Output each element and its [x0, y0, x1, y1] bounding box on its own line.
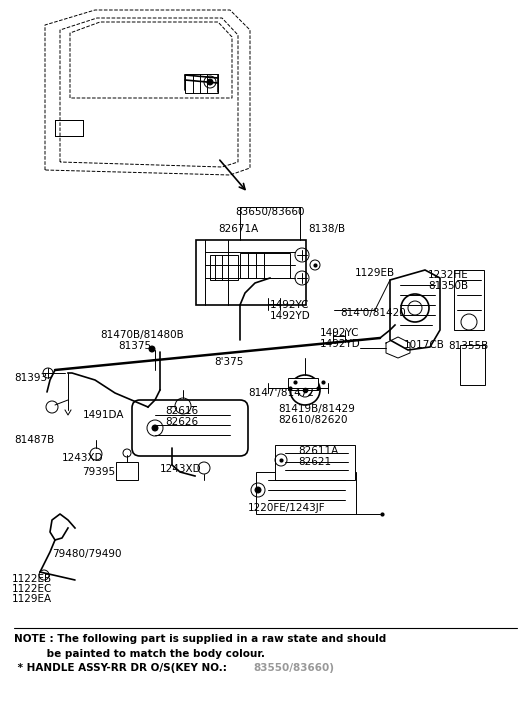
Text: 81470B/81480B: 81470B/81480B	[100, 330, 184, 340]
Text: 1129EB: 1129EB	[355, 268, 395, 278]
Circle shape	[152, 425, 158, 431]
Bar	[460, 345, 485, 385]
Bar	[454, 270, 484, 330]
Bar	[275, 445, 355, 480]
Text: 1492YD: 1492YD	[320, 339, 361, 349]
Text: 8'375: 8'375	[214, 357, 243, 367]
Text: 81350B: 81350B	[428, 281, 468, 291]
Text: 8138/B: 8138/B	[308, 224, 345, 234]
Text: 1220FE/1243JF: 1220FE/1243JF	[248, 503, 326, 513]
Bar	[256, 472, 356, 514]
Bar	[210, 255, 238, 280]
Bar	[240, 253, 290, 278]
Text: 814'0/81420: 814'0/81420	[340, 308, 406, 318]
Circle shape	[207, 79, 213, 85]
Circle shape	[255, 487, 261, 493]
Text: 83650/83660: 83650/83660	[235, 207, 305, 217]
Bar	[55, 120, 83, 136]
Text: 1492YC: 1492YC	[270, 300, 310, 310]
Text: 81355B: 81355B	[448, 341, 488, 351]
Bar	[116, 462, 138, 480]
Text: 82671A: 82671A	[218, 224, 258, 234]
Text: 1017CB: 1017CB	[404, 340, 445, 350]
Text: 1129EA: 1129EA	[12, 594, 52, 604]
Text: 1243XD: 1243XD	[160, 464, 202, 474]
Text: 82626: 82626	[165, 417, 198, 427]
Text: 79480/79490: 79480/79490	[52, 549, 122, 559]
Text: 1491DA: 1491DA	[83, 410, 124, 420]
Text: 82611A: 82611A	[298, 446, 338, 456]
Text: 82616: 82616	[165, 406, 198, 416]
Text: 1492YD: 1492YD	[270, 311, 311, 321]
Text: 1492YC: 1492YC	[320, 328, 359, 338]
Text: 1232HE: 1232HE	[428, 270, 469, 280]
Text: 83550/83660): 83550/83660)	[253, 663, 334, 673]
Text: 1122EB: 1122EB	[12, 574, 52, 584]
Bar	[185, 74, 218, 93]
Polygon shape	[390, 270, 440, 350]
Text: 82610/82620: 82610/82620	[278, 415, 347, 425]
Text: be painted to match the body colour.: be painted to match the body colour.	[14, 649, 265, 659]
Text: 81419B/81429: 81419B/81429	[278, 404, 355, 414]
FancyBboxPatch shape	[132, 400, 248, 456]
Text: * HANDLE ASSY-RR DR O/S(KEY NO.:: * HANDLE ASSY-RR DR O/S(KEY NO.:	[14, 663, 230, 673]
Text: 81487B: 81487B	[14, 435, 54, 445]
Circle shape	[149, 346, 155, 352]
Bar	[288, 378, 318, 390]
Text: 81393: 81393	[14, 373, 47, 383]
Text: 81375: 81375	[118, 341, 151, 351]
Text: 79395: 79395	[82, 467, 115, 477]
Text: NOTE : The following part is supplied in a raw state and should: NOTE : The following part is supplied in…	[14, 634, 386, 644]
Text: 1243XD: 1243XD	[62, 453, 104, 463]
Bar	[196, 240, 306, 305]
Text: 82621: 82621	[298, 457, 331, 467]
Text: 1122EC: 1122EC	[12, 584, 53, 594]
Text: 8147'/81472: 8147'/81472	[248, 388, 314, 398]
